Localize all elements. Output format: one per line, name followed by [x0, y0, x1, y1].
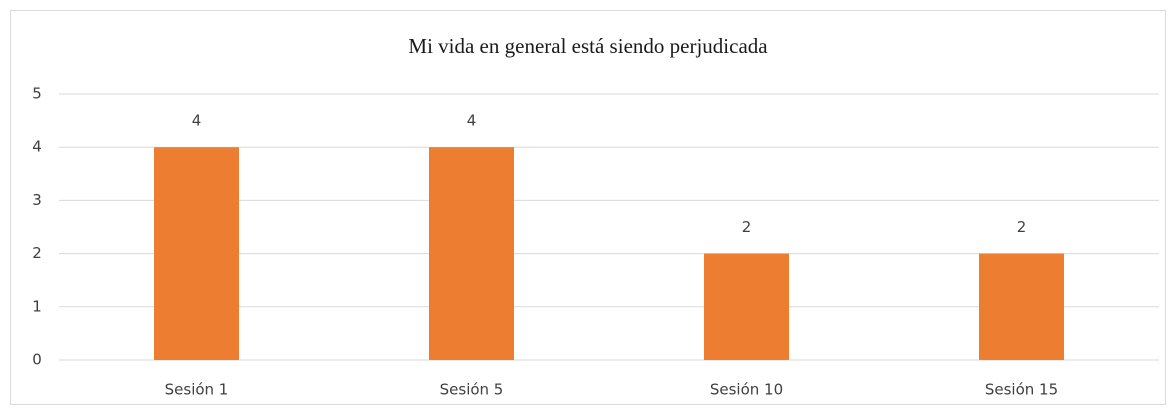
y-tick-label: 3	[32, 191, 42, 209]
data-label: 4	[192, 112, 202, 130]
bar	[154, 147, 239, 360]
y-tick-label: 5	[32, 85, 42, 103]
bar	[704, 253, 789, 360]
y-tick-label: 1	[32, 297, 42, 315]
bar	[979, 253, 1064, 360]
data-label: 2	[1017, 218, 1027, 236]
x-tick-label: Sesión 1	[165, 381, 229, 399]
x-tick-label: Sesión 5	[440, 381, 504, 399]
data-label: 2	[742, 218, 752, 236]
x-tick-label: Sesión 10	[710, 381, 783, 399]
data-label: 4	[467, 112, 477, 130]
x-tick-label: Sesión 15	[985, 381, 1058, 399]
chart-title: Mi vida en general está siendo perjudica…	[408, 34, 768, 58]
y-tick-label: 2	[32, 244, 42, 262]
bar	[429, 147, 514, 360]
y-tick-label: 4	[32, 138, 42, 156]
y-tick-label: 0	[32, 351, 42, 369]
